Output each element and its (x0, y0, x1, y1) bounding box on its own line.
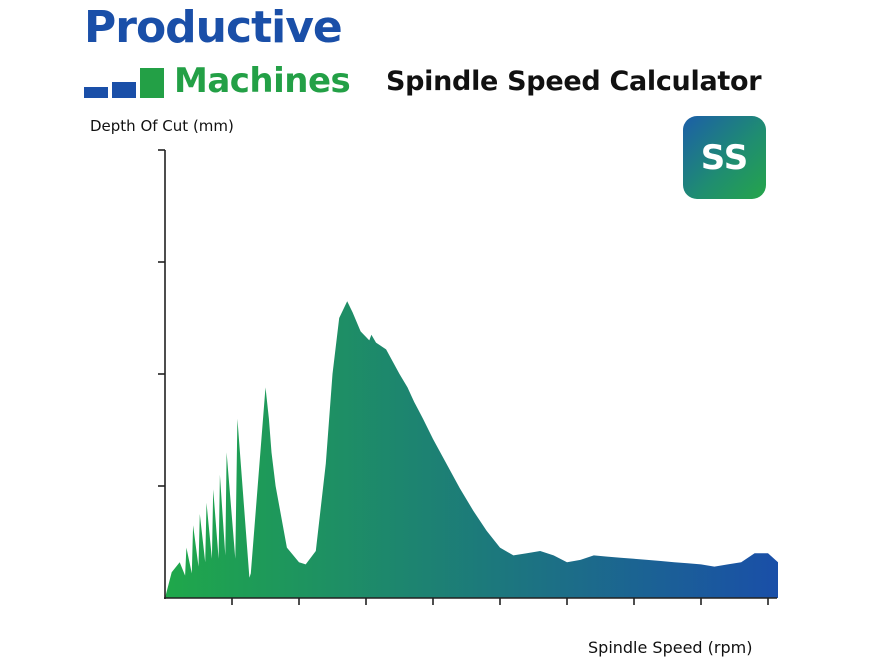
stability-area (165, 301, 778, 598)
chart-axes (158, 149, 777, 605)
app-title: Spindle Speed Calculator (386, 66, 762, 97)
y-axis-label: Depth Of Cut (mm) (90, 117, 234, 135)
badge-text: SS (700, 137, 749, 178)
logo-squares-icon (84, 68, 168, 98)
logo-machines-text: Machines (174, 61, 351, 101)
logo-productive: Productive (84, 2, 343, 53)
app-badge-icon: SS (683, 116, 766, 199)
x-axis-label: Spindle Speed (rpm) (588, 638, 753, 657)
logo-machines: Machines (84, 58, 351, 101)
